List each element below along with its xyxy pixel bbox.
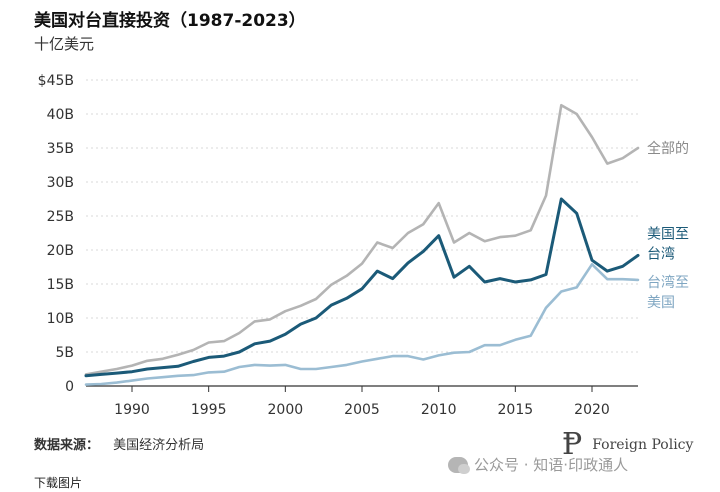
download-image-link[interactable]: 下载图片 (34, 476, 83, 490)
series-label-3: 台湾至 (647, 274, 689, 291)
x-tick-label: 1990 (114, 402, 150, 418)
chart-subtitle: 十亿美元 (34, 35, 95, 53)
y-tick-label: 40B (47, 107, 74, 123)
series-label-2: 美国至 (647, 226, 689, 242)
watermark: 公众号 · 知语·印政通人 (448, 454, 628, 475)
y-tick-label: 15B (47, 277, 74, 293)
y-tick-label: 0 (65, 379, 74, 395)
source-value: 美国经济分析局 (113, 438, 205, 453)
wechat-icon (448, 456, 470, 474)
y-tick-label: 5B (55, 345, 74, 361)
x-tick-label: 2000 (268, 402, 304, 418)
x-tick-label: 2005 (344, 402, 380, 418)
source-label: 数据来源： (34, 438, 100, 453)
series-label-3: 美国 (647, 295, 675, 311)
publisher-brand: Ᵽ Foreign Policy (562, 428, 693, 462)
watermark-text: 公众号 · 知语·印政通人 (474, 456, 629, 474)
series-line-3 (84, 262, 640, 386)
series-label-1: 全部的 (647, 140, 689, 157)
x-tick-label: 2015 (498, 402, 534, 418)
brand-logo-icon: Ᵽ (562, 427, 583, 462)
series-line-2 (84, 197, 640, 378)
x-tick-label: 2020 (574, 402, 610, 418)
axes: 0 5B 10B 15B 20B 25B 30B 35B 40B $45B 1990 1995 2000… (38, 73, 638, 418)
brand-name: Foreign Policy (592, 437, 694, 453)
chart-title: 美国对台直接投资（1987-2023） (34, 11, 306, 31)
y-tick-label: 30B (47, 175, 74, 191)
y-tick-label: $45B (38, 73, 74, 89)
data-source: 数据来源： 美国经济分析局 (34, 434, 204, 453)
x-tick-label: 2010 (421, 402, 457, 418)
line-chart: 0 5B 10B 15B 20B 25B 30B 35B 40B $45B 1990 1995 2000… (38, 73, 689, 418)
series-lines (84, 103, 640, 386)
series-line-1 (84, 103, 640, 376)
y-tick-label: 10B (47, 311, 74, 327)
x-tick-label: 1995 (191, 402, 227, 418)
y-tick-label: 25B (47, 209, 74, 225)
series-label-2: 台湾 (647, 245, 675, 262)
y-tick-label: 35B (47, 141, 74, 157)
grid-lines (86, 79, 638, 353)
y-tick-label: 20B (47, 243, 74, 259)
